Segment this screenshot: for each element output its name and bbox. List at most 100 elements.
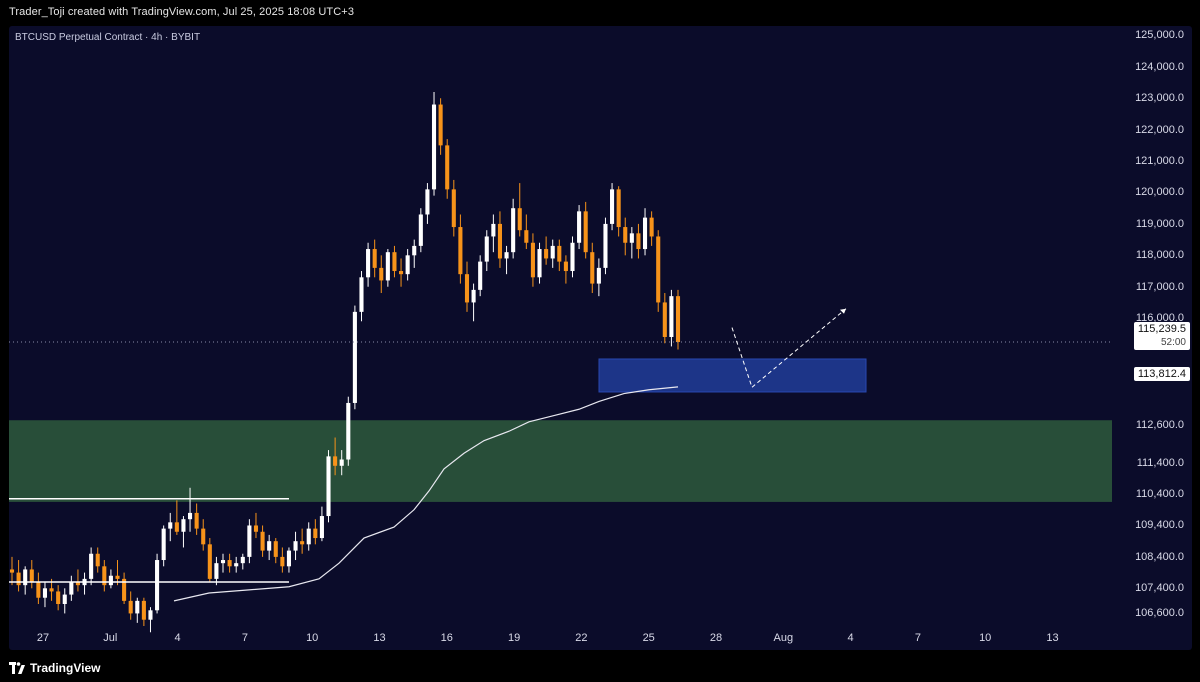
candle-body — [333, 456, 338, 466]
demand-zone — [9, 420, 1112, 502]
candle-body — [168, 522, 173, 529]
candle-body — [399, 271, 404, 275]
price-tick: 116,000.0 — [1135, 312, 1184, 325]
current-price-badge: 115,239.5 52:00 — [1133, 322, 1190, 350]
time-tick: 25 — [642, 632, 655, 644]
time-tick: 27 — [36, 632, 50, 644]
chart-panel[interactable]: BTCUSD Perpetual Contract · 4h · BYBIT 1… — [9, 26, 1192, 650]
candle-body — [544, 249, 549, 259]
candle-body — [504, 252, 509, 259]
candle-body — [56, 591, 61, 605]
candle-body — [135, 600, 140, 614]
footer-bar: TradingView — [0, 652, 1200, 682]
candle-body — [392, 252, 397, 272]
time-tick: 7 — [914, 632, 921, 644]
candle-body — [491, 223, 496, 237]
candle-body — [253, 525, 259, 532]
candle-body — [557, 245, 562, 262]
candle-body — [89, 553, 94, 579]
candle-body — [214, 563, 219, 579]
price-axis[interactable]: 125,000.0 124,000.0 123,000.0 122,000.0 121,… — [1112, 26, 1192, 626]
candle-body — [636, 233, 641, 250]
chart-canvas[interactable] — [9, 26, 1192, 650]
candle-body — [623, 227, 628, 243]
candle-body — [300, 541, 305, 545]
price-tick: 112,600.0 — [1135, 418, 1184, 431]
candle-body — [517, 208, 522, 231]
candle-body — [497, 223, 503, 259]
price-tick: 120,000.0 — [1135, 186, 1184, 199]
candle-body — [161, 528, 166, 561]
candle-body — [458, 227, 463, 275]
candle-body — [267, 541, 272, 551]
candle-body — [95, 553, 100, 567]
projection-arrow-icon — [840, 308, 846, 314]
tradingview-logo-icon — [9, 662, 25, 674]
price-tick: 109,400.0 — [1135, 519, 1184, 532]
candle-body — [431, 104, 437, 190]
tradingview-logo[interactable]: TradingView — [9, 661, 100, 675]
candle-body — [36, 582, 41, 598]
candle-body — [359, 277, 364, 312]
candle-body — [207, 544, 212, 579]
candle-body — [69, 582, 74, 595]
attribution-text: Trader_Toji created with TradingView.com… — [9, 6, 355, 18]
candle-body — [148, 610, 153, 620]
candle-body — [313, 528, 318, 539]
candle-body — [425, 189, 430, 215]
candle-body — [16, 572, 21, 586]
candle-body — [280, 556, 285, 567]
time-tick: 10 — [306, 632, 319, 644]
candle-body — [29, 569, 34, 583]
candle-body — [372, 249, 377, 268]
candle-body — [583, 211, 588, 253]
candle-body — [662, 302, 667, 337]
candle-body — [141, 600, 146, 620]
price-tick: 121,000.0 — [1135, 155, 1184, 168]
time-tick: 16 — [440, 632, 453, 644]
candle-body — [115, 575, 120, 579]
price-tick: 124,000.0 — [1135, 60, 1184, 73]
price-tick: 117,000.0 — [1135, 280, 1184, 293]
candle-body — [102, 566, 107, 586]
candle-body — [23, 569, 28, 586]
time-tick: 19 — [507, 632, 521, 644]
time-tick: Aug — [773, 632, 794, 644]
time-tick: 13 — [373, 632, 386, 644]
candle-body — [201, 528, 206, 545]
candle-body — [596, 267, 601, 284]
price-tick: 111,400.0 — [1136, 456, 1184, 469]
symbol-label[interactable]: BTCUSD Perpetual Contract · 4h · BYBIT — [15, 32, 201, 43]
candle-body — [42, 588, 48, 598]
candle-body — [240, 556, 245, 564]
price-tick: 125,000.0 — [1135, 29, 1184, 42]
candle-body — [669, 296, 674, 337]
candle-body — [649, 217, 654, 237]
candle-body — [181, 519, 186, 532]
candle-body — [319, 516, 324, 539]
candle-body — [122, 578, 127, 601]
candle-body — [339, 459, 344, 466]
time-axis[interactable]: 27 Jul 4 7 10 13 16 19 22 25 28 Aug 4 7 10 13 — [9, 626, 1112, 650]
time-tick: 4 — [847, 632, 854, 644]
candle-body — [293, 541, 298, 551]
price-tick: 123,000.0 — [1135, 92, 1184, 105]
time-tick: 13 — [1046, 632, 1059, 644]
price-tick: 118,000.0 — [1135, 249, 1184, 262]
candle-body — [656, 236, 661, 303]
price-tick: 108,400.0 — [1135, 550, 1184, 563]
candle-body — [247, 525, 252, 557]
time-tick: Jul — [103, 632, 118, 644]
candle-body — [445, 145, 450, 190]
candle-body — [675, 296, 681, 343]
attribution-bar: Trader_Toji created with TradingView.com… — [0, 0, 1200, 26]
candle-body — [49, 588, 54, 592]
candle-body — [352, 311, 357, 403]
candle-body — [471, 289, 476, 303]
price-tick: 107,400.0 — [1135, 582, 1184, 595]
candle-body — [379, 267, 384, 281]
time-tick: 7 — [241, 632, 248, 644]
candle-body — [326, 456, 331, 517]
candle-body — [642, 217, 648, 250]
candle-body — [484, 236, 489, 262]
